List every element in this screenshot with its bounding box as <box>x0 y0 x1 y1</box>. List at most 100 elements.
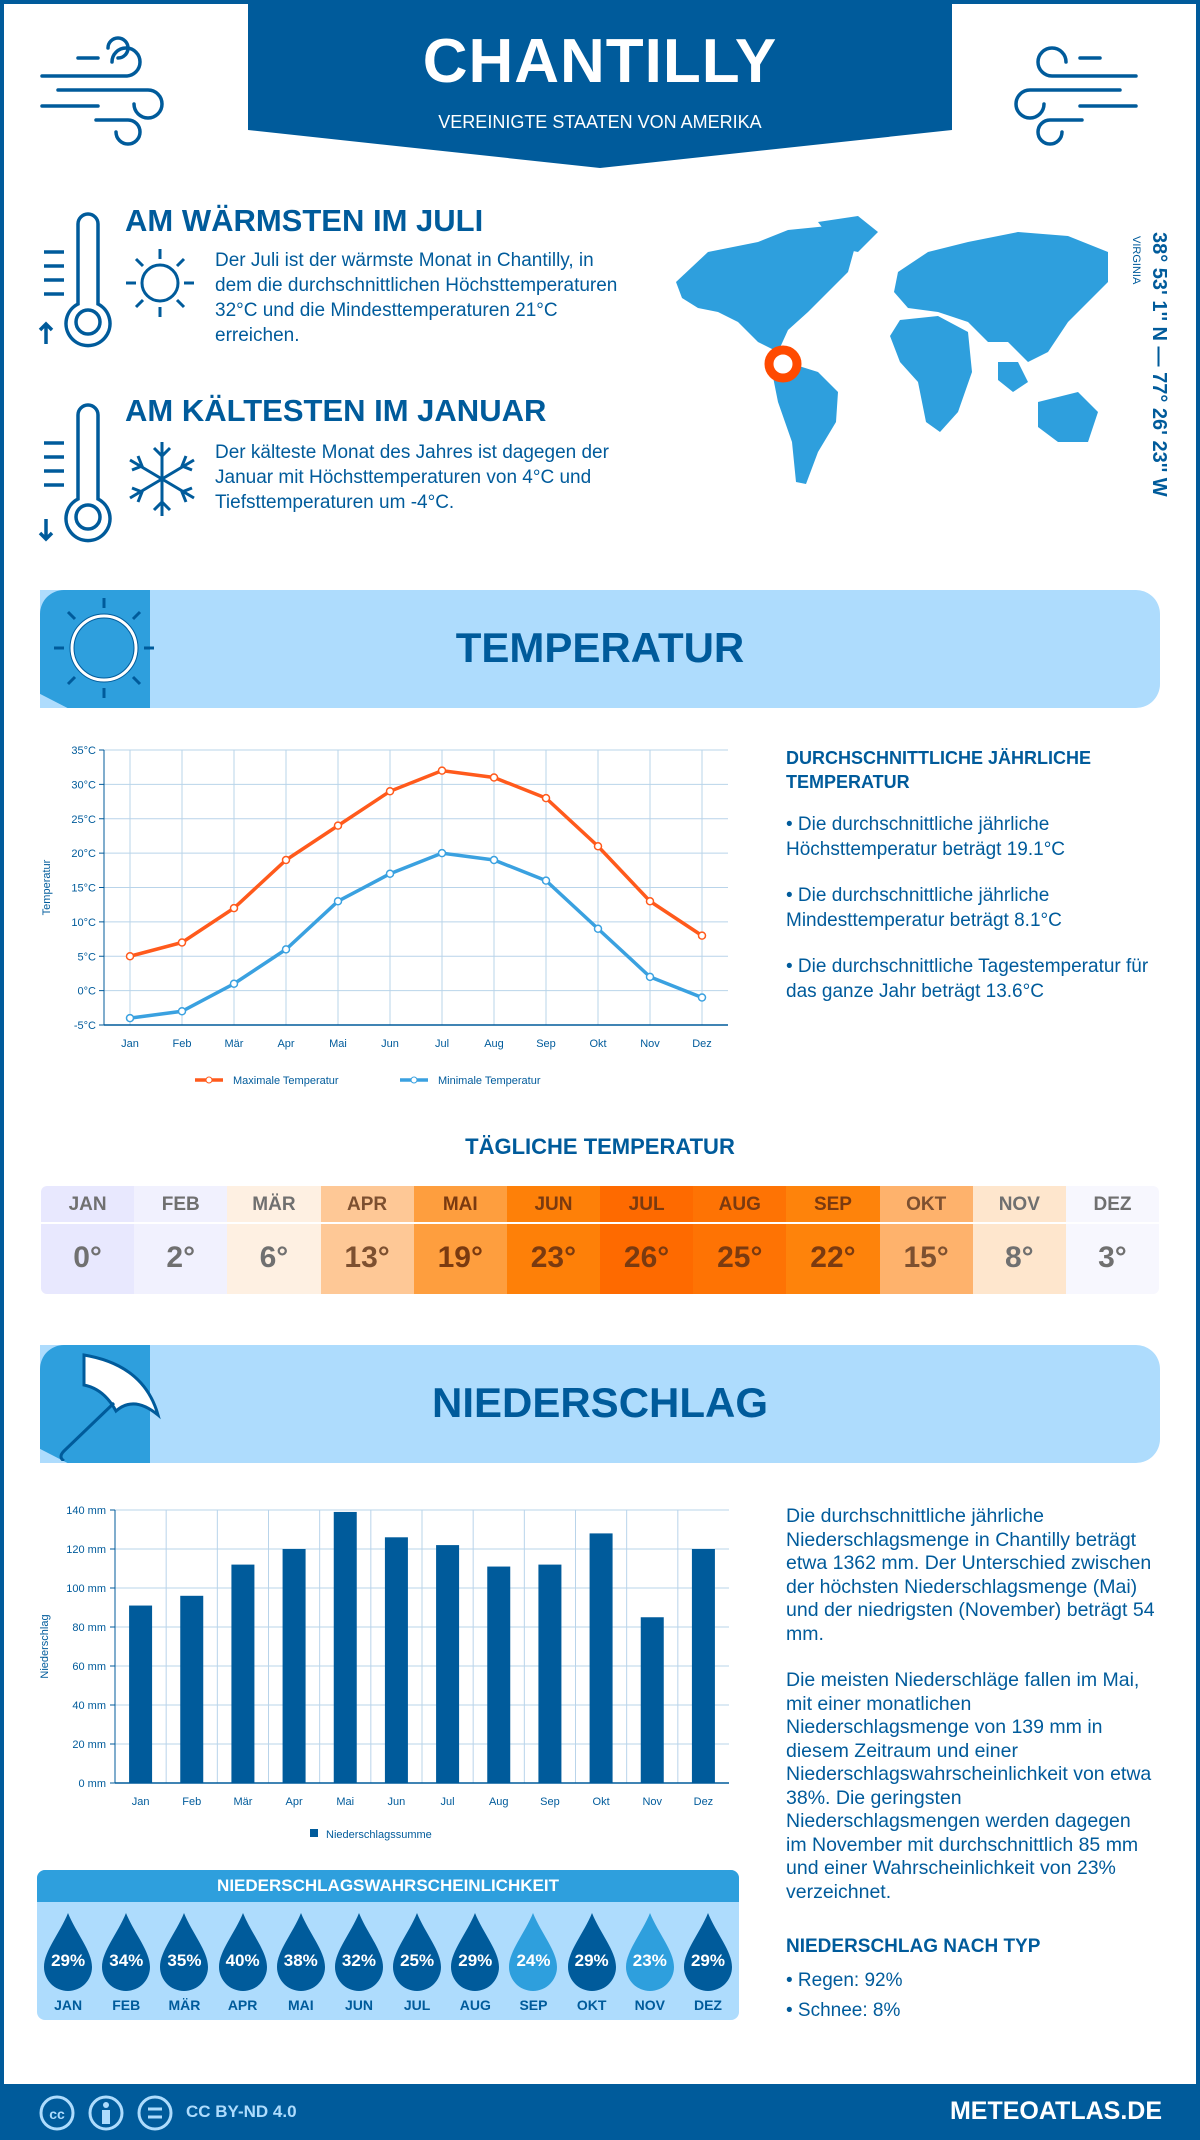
daily-temp-mai: MAI 19° <box>413 1186 507 1294</box>
country-subtitle: VEREINIGTE STAATEN VON AMERIKA <box>438 112 762 132</box>
daily-temp-jan: JAN 0° <box>41 1186 135 1294</box>
data-point <box>489 773 499 782</box>
annual-bullet-min: • Die durchschnittliche jährliche Mindes… <box>786 885 1062 931</box>
daily-temp-dez: DEZ 3° <box>1065 1186 1159 1294</box>
probability-value: 29% <box>574 1951 609 1970</box>
probability-month: JUL <box>403 1997 431 2013</box>
x-tick-label: Jun <box>381 1038 399 1050</box>
probability-nov: 23% NOV <box>621 1902 679 2020</box>
daily-month-label: OKT <box>879 1186 973 1224</box>
precipitation-type-rain: • Regen: 92% <box>786 1970 903 1991</box>
daily-temp-mär: MÄR 6° <box>227 1186 321 1294</box>
data-point <box>489 855 499 865</box>
daily-month-label: APR <box>320 1186 414 1224</box>
probability-value: 40% <box>225 1951 260 1970</box>
series-line-min <box>129 851 703 1020</box>
y-tick-label: 60 mm <box>72 1661 106 1673</box>
probability-month: JUN <box>344 1997 373 2013</box>
raindrop-icon <box>276 1913 325 1991</box>
data-point <box>645 972 655 982</box>
data-point <box>437 766 447 775</box>
probability-okt: 29% OKT <box>563 1902 621 2020</box>
precipitation-paragraph-1: Die durchschnittliche jährliche Niedersc… <box>786 1505 1155 1645</box>
x-tick-label: Mai <box>336 1796 354 1808</box>
site-link[interactable]: METEOATLAS.DE <box>949 2097 1162 2125</box>
license-icons: cc <box>39 2095 173 2131</box>
probability-month: NOV <box>634 1997 665 2013</box>
data-point <box>281 855 291 865</box>
daily-temp-value: 0° <box>73 1241 102 1274</box>
x-tick-label: Jan <box>121 1038 139 1050</box>
daily-temp-value: 15° <box>903 1241 949 1274</box>
y-tick-label: 40 mm <box>72 1700 106 1712</box>
probability-value: 29% <box>690 1951 725 1970</box>
legend-marker <box>410 1076 418 1084</box>
data-point <box>697 993 707 1002</box>
coordinates-text: 38° 53' 1'' N — 77° 26' 23'' W <box>1148 232 1170 497</box>
y-tick-label: 0 mm <box>79 1778 107 1790</box>
data-point <box>593 924 603 933</box>
probability-title: NIEDERSCHLAGSWAHRSCHEINLICHKEIT <box>37 1870 739 1902</box>
precipitation-bar <box>487 1566 511 1783</box>
precipitation-bar <box>640 1617 664 1783</box>
y-tick-label: 10°C <box>71 917 96 929</box>
x-tick-label: Aug <box>489 1796 509 1808</box>
x-tick-label: Apr <box>277 1038 294 1050</box>
series-line-max <box>129 768 703 958</box>
data-point <box>229 979 239 988</box>
daily-temp-value: 22° <box>810 1241 856 1274</box>
snowflake-icon <box>129 442 195 516</box>
legend-label: Maximale Temperatur <box>233 1075 339 1087</box>
x-tick-label: Feb <box>173 1038 192 1050</box>
world-map <box>676 216 1108 484</box>
data-point <box>177 938 187 947</box>
daily-month-label: MAI <box>413 1186 507 1224</box>
raindrop-icon <box>44 1913 93 1991</box>
daily-temp-feb: FEB 2° <box>134 1186 228 1294</box>
probability-month: AUG <box>459 1997 491 2013</box>
daily-temp-sep: SEP 22° <box>786 1186 880 1294</box>
thermometer-cold-icon <box>38 403 112 543</box>
probability-jul: 25% JUL <box>388 1902 446 2020</box>
raindrop-icon <box>451 1913 500 1991</box>
warmest-text: Der Juli ist der wärmste Monat in Chanti… <box>215 250 618 346</box>
precipitation-paragraph-2: Die meisten Niederschläge fallen im Mai,… <box>786 1669 1152 1903</box>
probability-month: SEP <box>519 1997 548 2013</box>
data-point <box>541 876 551 885</box>
y-tick-label: 20°C <box>71 848 96 860</box>
x-tick-label: Mai <box>329 1038 347 1050</box>
daily-month-label: JUL <box>600 1186 694 1224</box>
coldest-heading: AM KÄLTESTEN IM JANUAR <box>125 393 547 428</box>
wind-icon <box>1014 46 1138 146</box>
x-tick-label: Jul <box>435 1038 449 1050</box>
raindrop-icon <box>160 1913 209 1991</box>
probability-jun: 32% JUN <box>330 1902 388 2020</box>
y-tick-label: 25°C <box>71 814 96 826</box>
probability-apr: 40% APR <box>214 1902 272 2020</box>
x-tick-label: Sep <box>540 1796 560 1808</box>
legend-marker <box>205 1076 213 1084</box>
probability-jan: 29% JAN <box>39 1902 97 2020</box>
raindrop-icon <box>334 1913 383 1991</box>
daily-month-label: DEZ <box>1065 1186 1159 1224</box>
legend-label: Minimale Temperatur <box>438 1075 541 1087</box>
raindrop-icon <box>393 1913 442 1991</box>
data-point <box>333 897 343 906</box>
precipitation-bar <box>538 1564 562 1783</box>
daily-temp-jul: JUL 26° <box>600 1186 694 1294</box>
daily-temp-value: 13° <box>344 1241 390 1274</box>
x-tick-label: Okt <box>593 1796 610 1808</box>
footer: cc CC BY-ND 4.0 METEOATLAS.DE <box>0 2084 1200 2140</box>
daily-temp-jun: JUN 23° <box>506 1186 601 1294</box>
data-point <box>697 931 707 940</box>
probability-dez: 29% DEZ <box>679 1902 737 2020</box>
annual-bullet-mean: • Die durchschnittliche Tagestemperatur … <box>786 956 1149 1002</box>
probability-month: MÄR <box>168 1997 201 2013</box>
probability-feb: 34% FEB <box>97 1902 155 2020</box>
data-point <box>125 1013 135 1023</box>
probability-value: 34% <box>109 1951 144 1970</box>
y-tick-label: 20 mm <box>72 1739 106 1751</box>
header-banner <box>248 0 952 168</box>
daily-temp-apr: APR 13° <box>320 1186 414 1294</box>
x-tick-label: Sep <box>536 1038 556 1050</box>
